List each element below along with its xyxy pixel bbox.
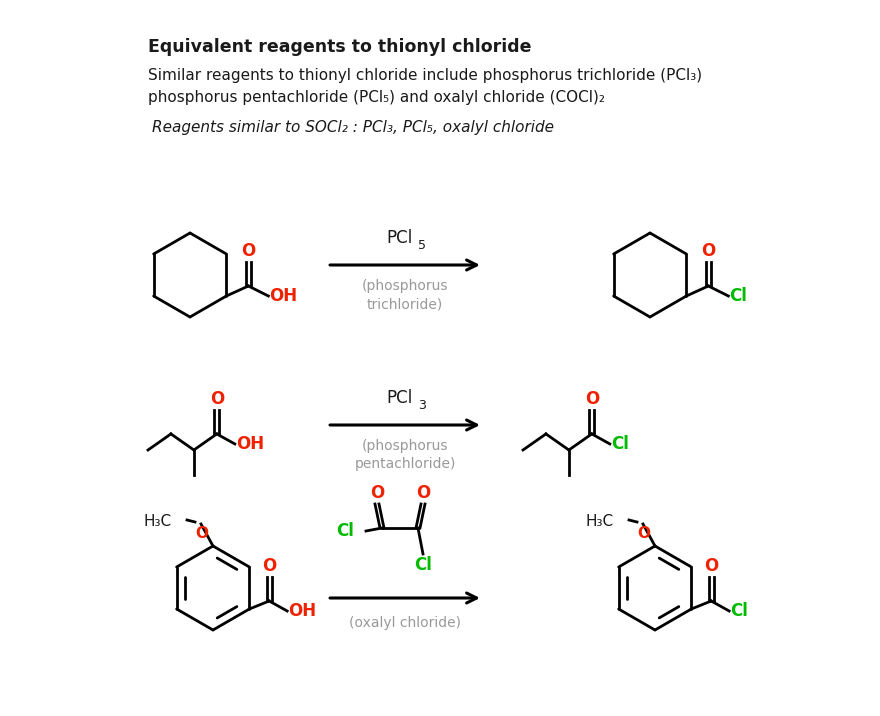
Text: OH: OH (269, 287, 297, 305)
Text: Cl: Cl (336, 522, 354, 540)
Text: 3: 3 (418, 399, 426, 412)
Text: (phosphorus
trichloride): (phosphorus trichloride) (362, 279, 448, 311)
Text: Reagents similar to SOCl₂ : PCl₃, PCl₅, oxalyl chloride: Reagents similar to SOCl₂ : PCl₃, PCl₅, … (152, 120, 554, 135)
Text: Cl: Cl (730, 287, 747, 305)
Text: 5: 5 (418, 239, 426, 252)
Text: Equivalent reagents to thionyl chloride: Equivalent reagents to thionyl chloride (148, 38, 532, 56)
Text: O: O (195, 526, 209, 541)
Text: O: O (701, 242, 715, 260)
Text: O: O (262, 557, 276, 575)
Text: Cl: Cl (611, 435, 628, 453)
Text: H₃C: H₃C (143, 513, 172, 528)
Text: O: O (584, 390, 599, 408)
Text: OH: OH (236, 435, 264, 453)
Text: (oxalyl chloride): (oxalyl chloride) (349, 616, 461, 630)
Text: PCl: PCl (387, 229, 413, 247)
Text: O: O (370, 484, 385, 502)
Text: O: O (704, 557, 718, 575)
Text: OH: OH (288, 602, 316, 620)
Text: phosphorus pentachloride (PCl₅) and oxalyl chloride (COCl)₂: phosphorus pentachloride (PCl₅) and oxal… (148, 90, 605, 105)
Text: Cl: Cl (730, 602, 748, 620)
Text: O: O (241, 242, 255, 260)
Text: (phosphorus
pentachloride): (phosphorus pentachloride) (355, 439, 456, 471)
Text: H₃C: H₃C (586, 513, 614, 528)
Text: O: O (416, 484, 430, 502)
Text: PCl: PCl (387, 389, 413, 407)
Text: Cl: Cl (414, 556, 432, 574)
Text: Similar reagents to thionyl chloride include phosphorus trichloride (PCl₃): Similar reagents to thionyl chloride inc… (148, 68, 702, 83)
Text: O: O (637, 526, 650, 541)
Text: O: O (209, 390, 224, 408)
